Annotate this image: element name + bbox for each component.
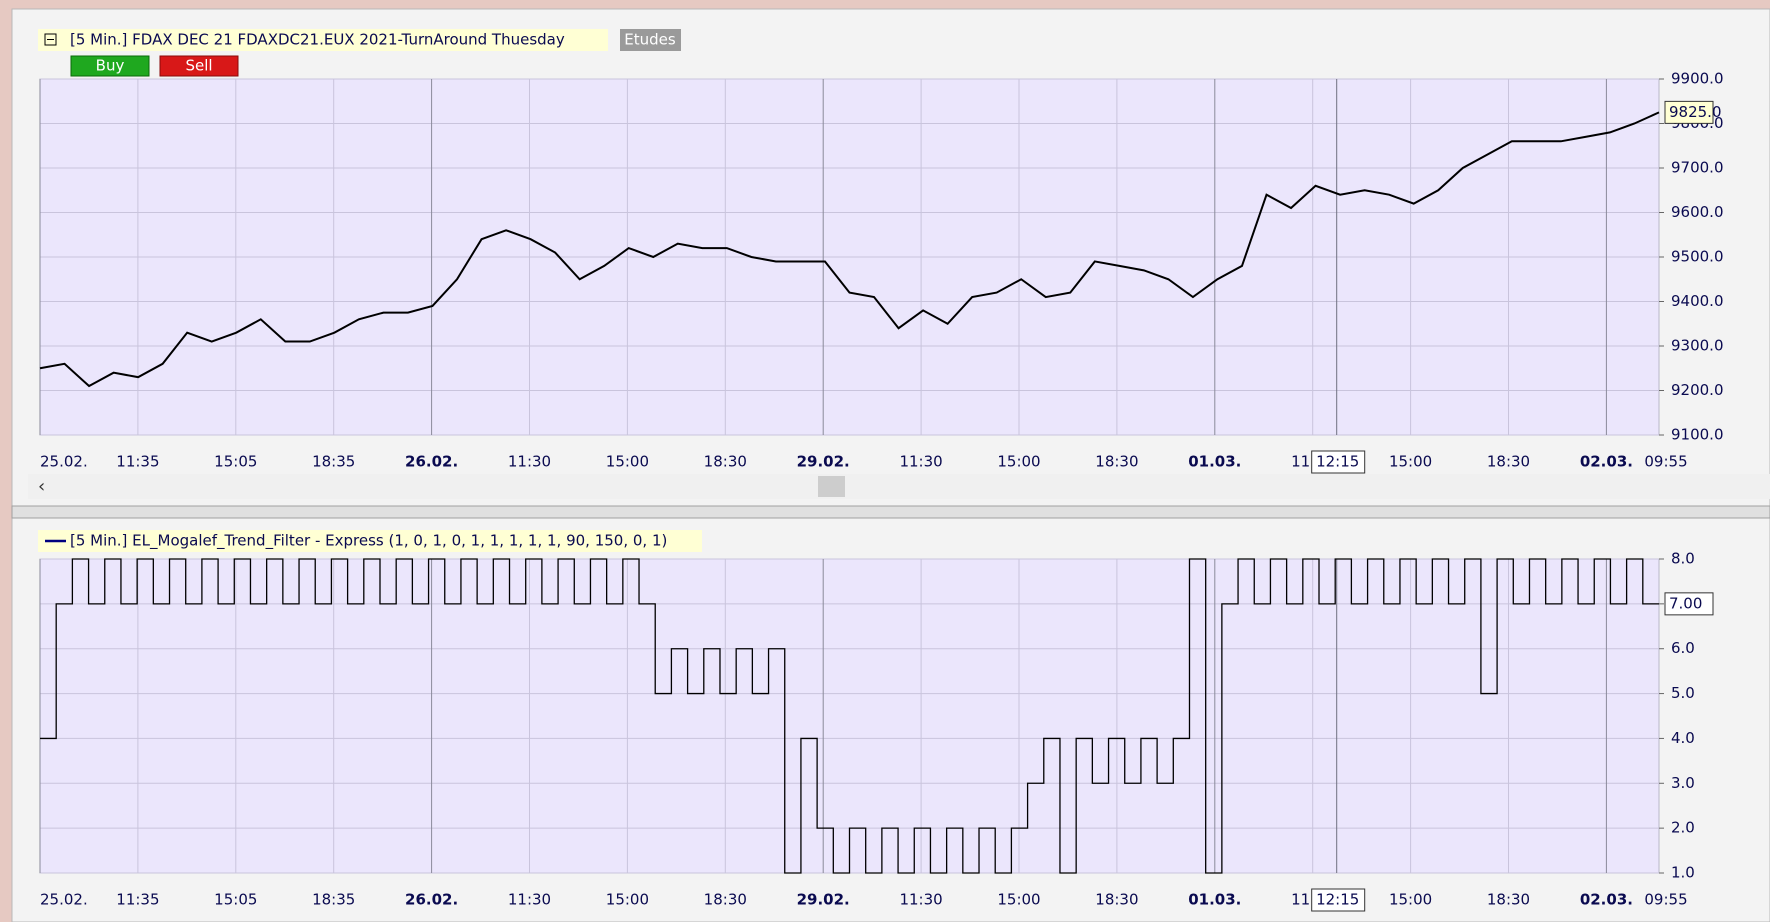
x-tick-label: 18:35 <box>312 453 355 471</box>
header-box <box>38 29 608 51</box>
x-tick-label: 18:30 <box>1095 453 1138 471</box>
collapse-icon[interactable] <box>44 33 57 46</box>
x-tick-label: 11:35 <box>116 891 159 909</box>
y-tick-label: 4.0 <box>1671 729 1695 747</box>
scroll-thumb[interactable] <box>818 476 845 497</box>
cursor-label: 12:15 <box>1316 453 1359 471</box>
x-tick-label: 02.03. <box>1580 453 1633 471</box>
x-tick-label: 01.03. <box>1188 891 1241 909</box>
y-tick-label: 5.0 <box>1671 684 1695 702</box>
chart-title: [5 Min.] FDAX DEC 21 FDAXDC21.EUX 2021-T… <box>70 31 565 49</box>
x-tick-label: 18:30 <box>704 891 747 909</box>
price-panel: 9100.0 9200.0 9300.0 9400.0 9500.0 9600.0 9700… <box>39 70 1724 474</box>
x-tick-label: 11:30 <box>899 453 942 471</box>
buy-button[interactable] <box>70 55 150 77</box>
y-tick-label: 9100.0 <box>1671 426 1724 444</box>
x-tick-label: 15:00 <box>606 891 649 909</box>
y-tick-label: 9200.0 <box>1671 381 1724 399</box>
x-tick-label: 15:00 <box>997 891 1040 909</box>
indicator-title: [5 Min.] EL_Mogalef_Trend_Filter - Expre… <box>70 532 667 551</box>
y-tick-label: 2.0 <box>1671 819 1695 837</box>
series-line <box>40 558 1659 874</box>
sell-button-label: Sell <box>185 57 212 75</box>
x-tick-label: 26.02. <box>405 891 458 909</box>
x-tick-label: 01.03. <box>1188 453 1241 471</box>
x-tick-label: 15:00 <box>1389 891 1432 909</box>
y-tick-label: 9600.0 <box>1671 203 1724 221</box>
x-tick-label: 02.03. <box>1580 891 1633 909</box>
x-tick-label: 18:30 <box>704 453 747 471</box>
last-value-label: 7.00 <box>1669 594 1702 612</box>
x-tick-label: 25.02. <box>40 453 88 471</box>
scroll-left-arrow[interactable]: ‹ <box>38 476 45 497</box>
x-tick-label: 15:05 <box>214 891 257 909</box>
cursor-label-box <box>1311 450 1366 474</box>
x-last-time-label: 09:55 <box>1644 453 1687 471</box>
x-tick-label: 11:35 <box>116 453 159 471</box>
y-tick-label: 1.0 <box>1671 864 1695 882</box>
x-tick-label: 29.02. <box>797 453 850 471</box>
x-tick-label: 18:30 <box>1095 891 1138 909</box>
panel-separator[interactable] <box>11 505 1770 519</box>
x-tick-label: 15:00 <box>997 453 1040 471</box>
x-tick-label: 15:00 <box>1389 453 1432 471</box>
etudes-button[interactable] <box>620 29 681 51</box>
scrollbar[interactable] <box>28 474 1770 499</box>
plot-area <box>39 558 1660 874</box>
x-tick-label: 26.02. <box>405 453 458 471</box>
x-tick-label: 15:05 <box>214 453 257 471</box>
cursor-label: 12:15 <box>1316 891 1359 909</box>
last-value-label: 9825.0 <box>1669 103 1722 121</box>
y-tick-label: 9300.0 <box>1671 337 1724 355</box>
x-tick-label: 18:30 <box>1487 891 1530 909</box>
x-tick-label: 18:35 <box>312 891 355 909</box>
x-tick-label: 29.02. <box>797 891 850 909</box>
x-last-time-label: 09:55 <box>1644 891 1687 909</box>
last-value-box <box>1664 100 1714 124</box>
x-tick-label: 15:00 <box>606 453 649 471</box>
x-tick-label: 25.02. <box>40 891 88 909</box>
indicator-panel: 1.02.03.04.05.06.07.08.025.02.11:3515:05… <box>39 550 1714 912</box>
etudes-button-label: Etudes <box>624 31 676 49</box>
y-tick-label: 3.0 <box>1671 774 1695 792</box>
last-value-box <box>1664 592 1714 616</box>
x-tick-label: 11:30 <box>508 453 551 471</box>
buy-button-label: Buy <box>96 57 125 75</box>
y-tick-label: 9400.0 <box>1671 292 1724 310</box>
x-tick-label: 18:30 <box>1487 453 1530 471</box>
cursor-label-box <box>1311 888 1366 912</box>
y-tick-label: 9900.0 <box>1671 70 1724 88</box>
series-line <box>39 111 1660 388</box>
y-tick-label: 8.0 <box>1671 550 1695 568</box>
y-tick-label: 9500.0 <box>1671 248 1724 266</box>
indicator-header-box <box>38 530 702 552</box>
sell-button[interactable] <box>159 55 239 77</box>
x-tick-label: 11:30 <box>899 891 942 909</box>
y-tick-label: 9700.0 <box>1671 159 1724 177</box>
x-tick-label: 11:30 <box>508 891 551 909</box>
y-tick-label: 6.0 <box>1671 639 1695 657</box>
